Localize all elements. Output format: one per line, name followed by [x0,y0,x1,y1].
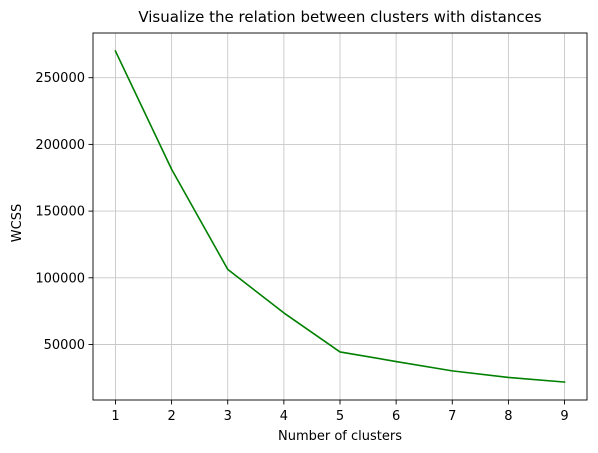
y-tick-label: 150000 [35,205,85,220]
y-axis: 50000 100000 150000 200000 250000 [35,71,93,353]
x-tick-label: 7 [448,409,456,424]
y-tick-label: 100000 [35,271,85,286]
x-tick-label: 1 [111,409,119,424]
y-tick-label: 250000 [35,71,85,86]
y-tick-label: 50000 [44,338,85,353]
x-tick-label: 8 [504,409,512,424]
x-tick-label: 4 [280,409,288,424]
x-axis: 1 2 3 4 5 6 7 8 9 [111,400,569,424]
grid [93,33,587,400]
chart-title: Visualize the relation between clusters … [138,8,542,26]
x-tick-label: 5 [336,409,344,424]
x-tick-label: 2 [167,409,175,424]
y-axis-title: WCSS [10,204,25,242]
x-tick-label: 6 [392,409,400,424]
series-layer [114,49,566,383]
y-tick-label: 200000 [35,138,85,153]
x-tick-label: 3 [224,409,232,424]
x-tick-label: 9 [560,409,568,424]
x-axis-title: Number of clusters [278,429,402,444]
series-line [114,49,566,383]
